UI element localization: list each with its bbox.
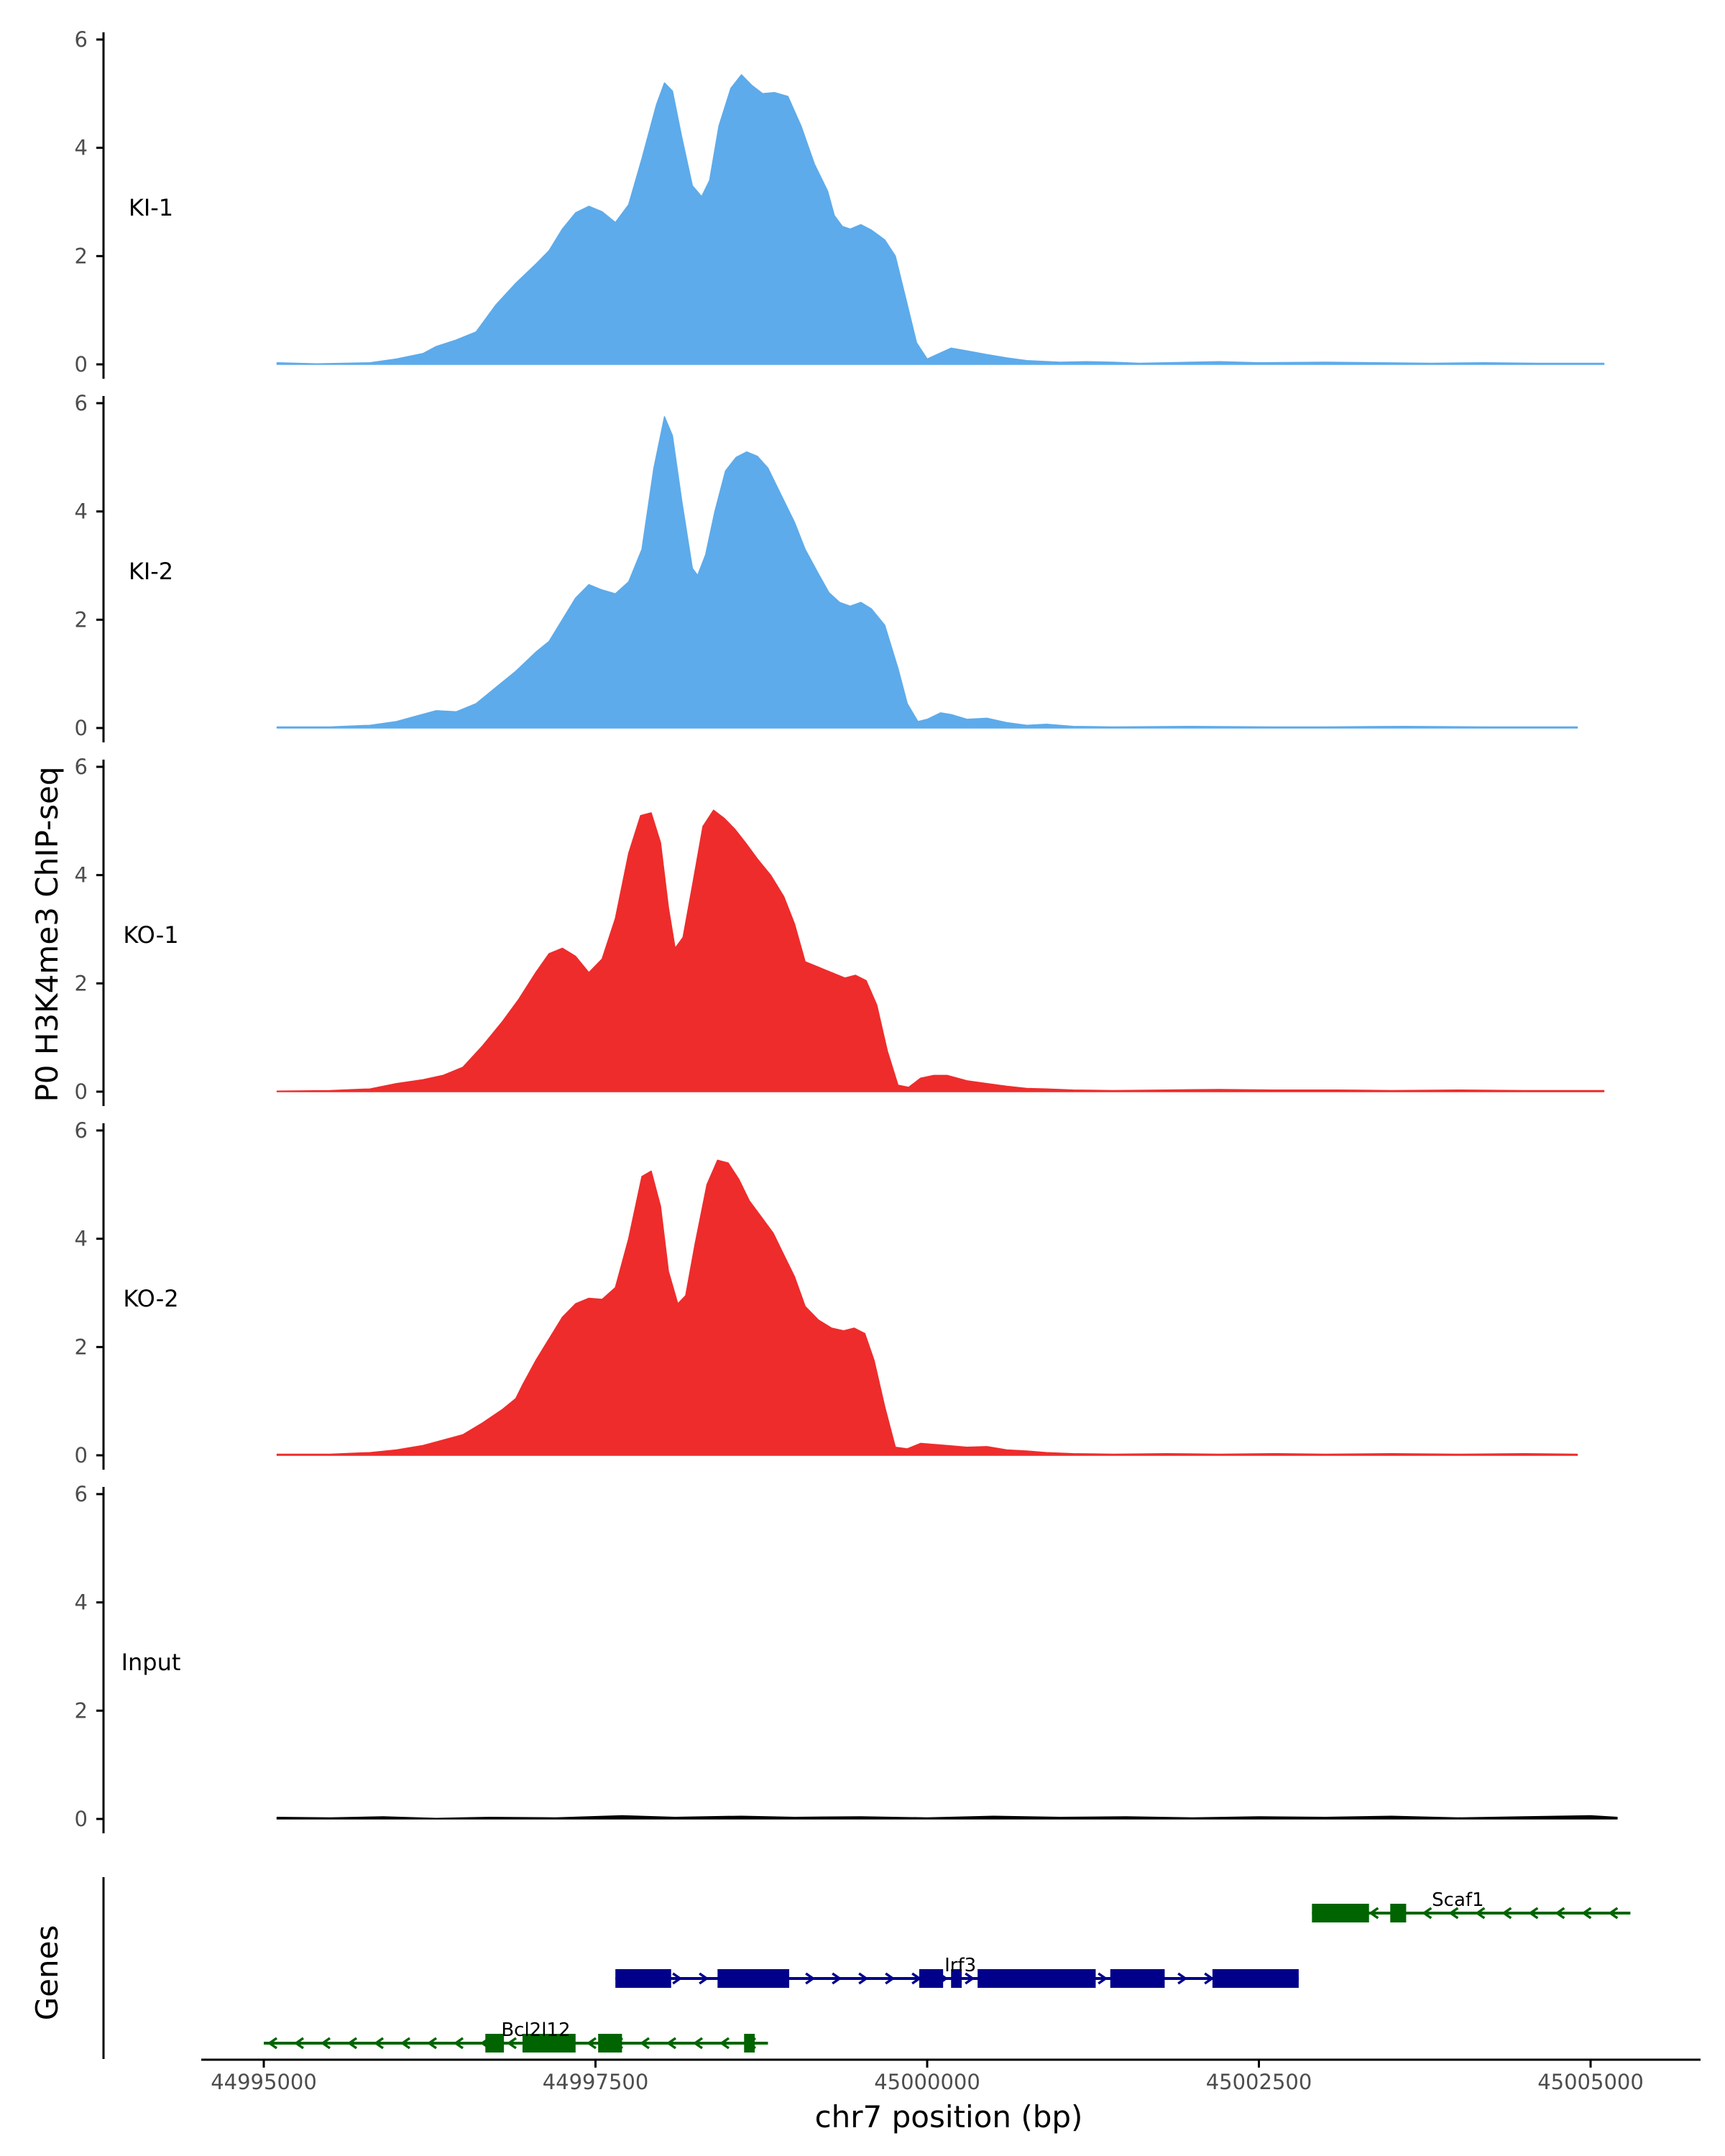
genes-panel-title: Genes (29, 1925, 65, 2021)
signal-area-ko-1 (276, 809, 1605, 1092)
strand-arrow (639, 2037, 650, 2050)
track-label: KO-2 (123, 1285, 178, 1312)
y-tick-label: 4 (75, 136, 88, 160)
y-tick-label: 2 (75, 244, 88, 268)
gene-exon (717, 1969, 790, 1988)
gene-bcl2l12: Bcl2l12 (264, 2019, 768, 2053)
x-axis: 44995000 44997500 45000000 45002500 45005000 (201, 2058, 1701, 2094)
track-panel-ki-2: 0 2 4 6 KI-2 (75, 391, 1578, 742)
strand-arrow (672, 1972, 683, 1985)
strand-arrow (1448, 1907, 1459, 1920)
signal-tracks: 0 2 4 6 KI-1 0 2 4 6 KI-2 0 2 4 6 KO-1 0 2 4 6 KO-2 0 2 4 6 Inpu… (75, 27, 1618, 1833)
y-tick-label: 4 (75, 863, 88, 888)
strand-arrow (1368, 1907, 1379, 1920)
gene-exon (1390, 1904, 1407, 1922)
track-label: KO-1 (123, 921, 178, 949)
strand-arrow (858, 1972, 869, 1985)
strand-arrow (832, 1972, 842, 1985)
gene-exon (1212, 1969, 1299, 1988)
gene-exon (744, 2034, 755, 2053)
gene-label: Scaf1 (1432, 1889, 1484, 1911)
gene-exon (919, 1969, 944, 1988)
strand-arrow (506, 2037, 518, 2050)
strand-arrow (699, 1972, 709, 1985)
gene-irf3: Irf3 (615, 1955, 1299, 1988)
y-tick-label: 2 (75, 971, 88, 995)
strand-arrow (1098, 1972, 1108, 1985)
y-tick-label: 0 (75, 1079, 88, 1104)
x-tick-label: 44997500 (543, 2070, 649, 2094)
signal-area-ko-2 (276, 1159, 1578, 1456)
x-axis-title: chr7 position (bp) (815, 2099, 1083, 2134)
strand-arrow (885, 1972, 896, 1985)
track-label: KI-1 (129, 194, 173, 221)
y-tick-label: 2 (75, 1335, 88, 1359)
gene-label: Bcl2l12 (501, 2019, 570, 2041)
x-tick-label: 45000000 (874, 2070, 980, 2094)
signal-area-ki-2 (276, 416, 1578, 729)
gene-scaf1: Scaf1 (1312, 1889, 1631, 1922)
y-tick-label: 0 (75, 352, 88, 377)
gene-exon (485, 2034, 505, 2053)
strand-arrow (320, 2037, 331, 2050)
y-tick-label: 6 (75, 1482, 88, 1506)
strand-arrow (1204, 1972, 1215, 1985)
strand-arrow (267, 2037, 278, 2050)
y-axis-title: P0 H3K4me3 ChIP-seq (29, 766, 65, 1102)
y-tick-label: 4 (75, 1590, 88, 1615)
gene-exon (978, 1969, 1096, 1988)
track-panel-ko-2: 0 2 4 6 KO-2 (75, 1118, 1578, 1470)
gene-exon (1312, 1904, 1369, 1922)
gene-exon (598, 2034, 622, 2053)
strand-arrow (965, 1972, 975, 1985)
strand-arrow (666, 2037, 677, 2050)
strand-arrow (426, 2037, 438, 2050)
track-label: KI-2 (129, 558, 173, 585)
y-tick-label: 2 (75, 1698, 88, 1723)
strand-arrow (1555, 1907, 1565, 1920)
y-tick-label: 0 (75, 1443, 88, 1468)
strand-arrow (586, 2037, 597, 2050)
strand-arrow (346, 2037, 358, 2050)
track-panel-input: 0 2 4 6 Input (75, 1482, 1618, 1833)
y-tick-label: 6 (75, 391, 88, 415)
x-tick-label: 45002500 (1206, 2070, 1312, 2094)
y-tick-label: 6 (75, 1118, 88, 1143)
gene-exon (522, 2034, 576, 2053)
y-tick-label: 4 (75, 1227, 88, 1251)
strand-arrow (1177, 1972, 1188, 1985)
x-tick-label: 45005000 (1537, 2070, 1644, 2094)
x-tick-label: 44995000 (211, 2070, 317, 2094)
strand-arrow (453, 2037, 464, 2050)
gene-exon (1110, 1969, 1165, 1988)
signal-area-input (276, 1815, 1618, 1820)
track-label: Input (121, 1649, 181, 1676)
strand-arrow (373, 2037, 385, 2050)
track-panel-ki-1: 0 2 4 6 KI-1 (75, 27, 1605, 379)
y-tick-label: 6 (75, 755, 88, 779)
strand-arrow (1422, 1907, 1432, 1920)
strand-arrow (1501, 1907, 1512, 1920)
gene-exon (615, 1969, 671, 1988)
strand-arrow (805, 1972, 816, 1985)
y-tick-label: 4 (75, 499, 88, 524)
strand-arrow (719, 2037, 730, 2050)
gene-exon (951, 1969, 962, 1988)
y-tick-label: 0 (75, 716, 88, 740)
y-tick-label: 0 (75, 1807, 88, 1831)
strand-arrow (400, 2037, 411, 2050)
y-tick-label: 2 (75, 607, 88, 632)
strand-arrow (293, 2037, 305, 2050)
strand-arrow (1608, 1907, 1619, 1920)
signal-area-ki-1 (276, 74, 1605, 365)
track-panel-ko-1: 0 2 4 6 KO-1 (75, 755, 1605, 1106)
strand-arrow (692, 2037, 704, 2050)
strand-arrow (1528, 1907, 1539, 1920)
strand-arrow (1475, 1907, 1486, 1920)
gene-annotation-panel: Scaf1 Irf3 Bcl2l12 (102, 1877, 1631, 2059)
strand-arrow (1581, 1907, 1592, 1920)
gene-label: Irf3 (944, 1955, 976, 1976)
y-tick-label: 6 (75, 27, 88, 52)
